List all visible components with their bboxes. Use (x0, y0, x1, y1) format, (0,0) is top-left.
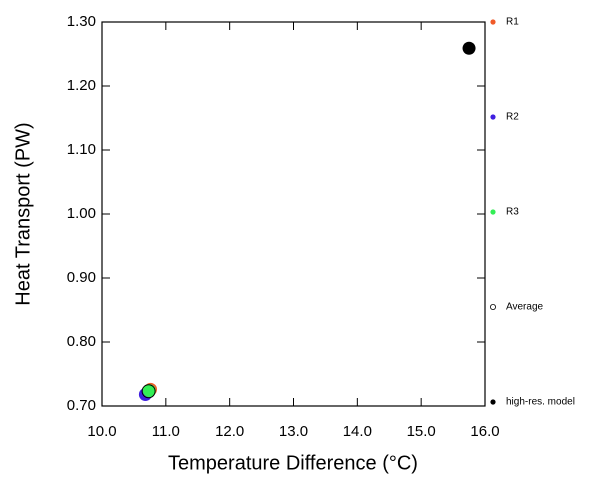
y-tick-label: 0.80 (67, 333, 96, 350)
legend-marker (490, 209, 496, 215)
y-tick-label: 0.70 (67, 397, 96, 414)
y-tick-label: 1.10 (67, 141, 96, 158)
x-tick-label: 14.0 (343, 423, 372, 440)
x-tick-label: 15.0 (407, 423, 436, 440)
plot-frame (101, 21, 486, 407)
x-tick-label: 11.0 (152, 423, 180, 440)
x-tick-label: 16.0 (470, 423, 499, 440)
y-tick-label: 1.00 (67, 205, 96, 222)
point (462, 41, 476, 55)
legend-marker (489, 303, 496, 310)
legend-label: R2 (506, 112, 519, 123)
legend-marker (490, 19, 496, 25)
x-tick-label: 13.0 (279, 423, 308, 440)
legend-label: R3 (506, 207, 519, 218)
x-tick-label: 12.0 (215, 423, 244, 440)
y-tick-label: 0.90 (67, 269, 96, 286)
legend-label: Average (506, 302, 544, 313)
legend-label: R1 (506, 17, 519, 28)
point (141, 384, 156, 399)
point (142, 384, 156, 398)
y-axis-label: Heat Transport (PW) (12, 122, 34, 305)
x-axis-label: Temperature Difference (°C) (168, 452, 418, 474)
legend-marker (490, 114, 496, 120)
x-tick-label: 10.0 (87, 423, 116, 440)
legend-marker (490, 399, 496, 405)
y-tick-label: 1.20 (67, 77, 96, 94)
legend-label: high-res. model (506, 397, 575, 408)
y-tick-label: 1.30 (67, 13, 96, 30)
